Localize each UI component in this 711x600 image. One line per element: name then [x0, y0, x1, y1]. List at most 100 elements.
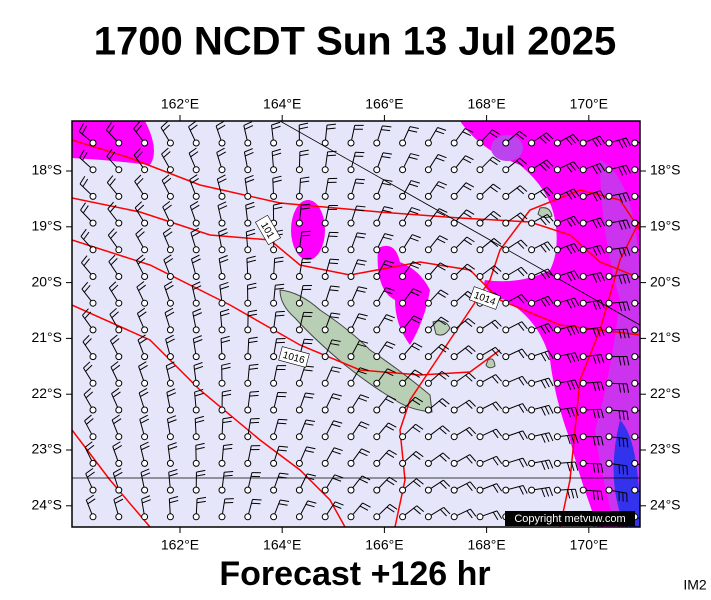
lat-label: 24°S — [650, 497, 681, 513]
wind-barb — [399, 451, 424, 467]
barb-flag — [87, 498, 96, 505]
wind-barb — [424, 208, 448, 227]
barb-station — [579, 139, 587, 147]
barb-station — [270, 353, 278, 361]
barb-flag — [362, 502, 371, 508]
wind-barb — [553, 133, 580, 147]
barb-flag — [245, 178, 255, 183]
barb-station — [218, 353, 226, 361]
barb-flag — [361, 448, 370, 453]
barb-flag — [133, 148, 141, 156]
barb-flag — [566, 164, 573, 173]
barb-flag — [521, 294, 528, 302]
barb-flag — [412, 234, 421, 239]
barb-flag — [358, 424, 368, 429]
barb-flag — [570, 434, 575, 444]
barb-station — [295, 379, 303, 387]
barb-flag — [108, 125, 115, 134]
barb-flag — [161, 174, 170, 181]
wind-area — [291, 200, 325, 260]
barb-flag — [465, 347, 473, 355]
barb-station — [270, 433, 278, 441]
barb-flag — [596, 490, 599, 500]
barb-flag — [496, 483, 503, 492]
wind-barb — [347, 151, 365, 174]
barb-station — [192, 192, 200, 200]
barb-station — [115, 406, 123, 414]
wind-barb — [579, 299, 605, 310]
barb-flag — [220, 312, 230, 317]
barb-flag — [112, 364, 121, 372]
wind-barb — [141, 495, 151, 521]
barb-flag — [356, 262, 366, 266]
wind-barb — [373, 233, 394, 254]
barb-station — [295, 219, 303, 227]
barb-flag — [386, 506, 395, 513]
barb-station — [528, 486, 536, 494]
wind-barb — [347, 124, 364, 147]
barb-flag — [493, 238, 502, 245]
wind-area-strong — [491, 135, 523, 161]
wind-barb — [321, 366, 342, 387]
barb-station — [295, 139, 303, 147]
barb-flag — [644, 493, 645, 502]
wind-barb — [217, 201, 228, 227]
wind-barb — [160, 121, 174, 147]
barb-flag — [412, 453, 421, 460]
barb-flag — [113, 468, 122, 474]
barb-station — [192, 459, 200, 467]
wind-barb — [192, 469, 206, 494]
barb-flag — [223, 443, 233, 446]
barb-station — [605, 273, 613, 280]
barb-flag — [543, 188, 551, 197]
barb-flag — [139, 364, 148, 371]
barb-flag — [277, 449, 287, 452]
wind-barb — [528, 214, 554, 227]
barb-flag — [489, 186, 498, 193]
barb-station — [218, 433, 226, 441]
barb-flag — [249, 363, 259, 366]
barb-station — [192, 273, 200, 280]
barb-flag — [357, 370, 367, 375]
wind-barb — [244, 282, 257, 307]
barb-station — [192, 326, 200, 334]
barb-station — [141, 219, 149, 227]
barb-flag — [299, 149, 309, 153]
wind-barb — [295, 149, 309, 174]
barb-flag — [110, 231, 118, 239]
barb-flag — [193, 339, 203, 344]
barb-flag — [137, 231, 145, 238]
wind-barb — [270, 283, 285, 307]
wind-barb — [165, 334, 175, 361]
barb-station — [399, 379, 407, 387]
wind-barb — [399, 342, 423, 361]
barb-flag — [135, 254, 144, 261]
wind-barb — [107, 201, 123, 227]
barb-station — [218, 486, 226, 494]
wind-barb — [399, 423, 424, 441]
barb-flag — [141, 445, 150, 451]
barb-station — [89, 353, 97, 361]
barb-flag — [333, 447, 343, 452]
barb-flag — [649, 249, 651, 258]
wind-barb — [82, 308, 97, 334]
barb-flag — [305, 503, 315, 508]
barb-station — [218, 139, 226, 147]
barb-flag — [492, 457, 499, 466]
barb-flag — [409, 210, 419, 215]
barb-station — [115, 326, 123, 334]
barb-flag — [382, 209, 392, 213]
barb-flag — [79, 176, 86, 185]
barb-flag — [85, 391, 94, 399]
barb-flag — [113, 445, 122, 451]
barb-flag — [519, 130, 527, 138]
barb-flag — [541, 488, 546, 498]
barb-station — [450, 326, 458, 334]
wind-barb — [631, 246, 651, 258]
barb-flag — [330, 258, 340, 261]
barb-flag — [574, 297, 580, 307]
barb-station — [218, 299, 226, 307]
barb-station — [553, 459, 561, 467]
wind-barb — [450, 399, 476, 414]
barb-flag — [436, 211, 446, 217]
